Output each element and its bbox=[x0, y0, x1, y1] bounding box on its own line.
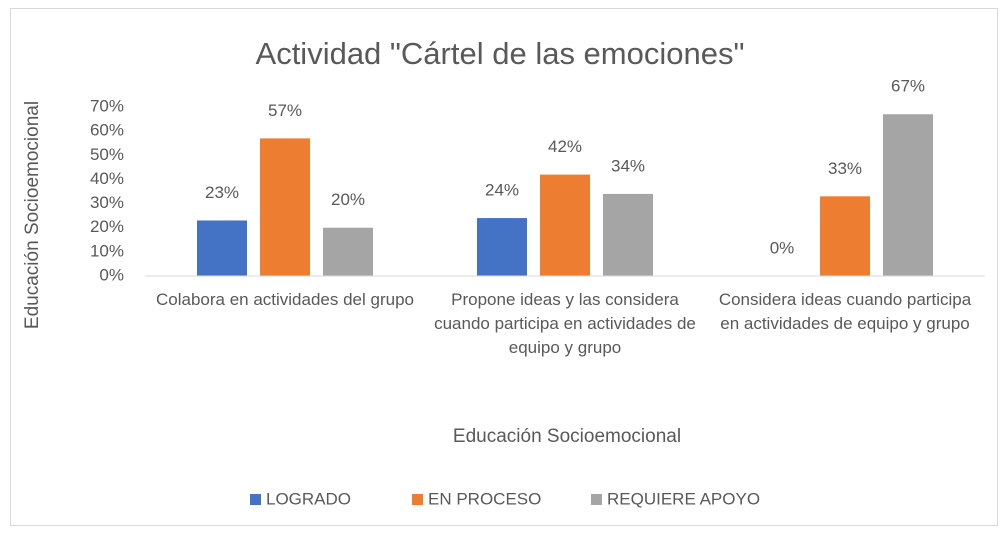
y-tick-label: 30% bbox=[90, 193, 124, 212]
legend-label: REQUIERE APOYO bbox=[607, 489, 760, 508]
bar bbox=[540, 174, 590, 276]
legend-label: LOGRADO bbox=[266, 489, 351, 508]
x-tick-label: Colabora en actividades del grupo bbox=[155, 290, 414, 309]
y-tick-label: 70% bbox=[90, 96, 124, 115]
bar bbox=[323, 227, 373, 276]
data-label: 57% bbox=[268, 101, 302, 120]
data-label: 24% bbox=[485, 181, 519, 200]
y-tick-label: 0% bbox=[99, 265, 124, 284]
data-label: 42% bbox=[548, 137, 582, 156]
data-label: 20% bbox=[331, 190, 365, 209]
chart-title: Actividad "Cártel de las emociones" bbox=[256, 36, 745, 71]
x-tick-label: Considera ideas cuando participa en acti… bbox=[718, 290, 972, 333]
bar bbox=[260, 138, 310, 276]
data-label: 33% bbox=[828, 159, 862, 178]
data-label: 23% bbox=[205, 183, 239, 202]
data-label: 34% bbox=[611, 156, 645, 175]
legend-swatch bbox=[412, 494, 423, 505]
x-axis-title: Educación Socioemocional bbox=[453, 426, 681, 447]
bar bbox=[477, 218, 527, 276]
legend-swatch bbox=[250, 494, 261, 505]
legend-label: EN PROCESO bbox=[428, 489, 541, 508]
y-tick-label: 50% bbox=[90, 145, 124, 164]
y-tick-label: 10% bbox=[90, 241, 124, 260]
bar bbox=[883, 114, 933, 276]
bar bbox=[603, 193, 653, 276]
x-tick-label: Propone ideas y las considera cuando par… bbox=[434, 290, 696, 357]
y-tick-label: 40% bbox=[90, 169, 124, 188]
bar bbox=[820, 196, 870, 276]
y-tick-label: 20% bbox=[90, 217, 124, 236]
data-label: 0% bbox=[770, 238, 795, 257]
y-axis-title: Educación Socioemocional bbox=[22, 101, 43, 329]
bar bbox=[197, 220, 247, 276]
y-tick-label: 60% bbox=[90, 121, 124, 140]
legend-swatch bbox=[591, 494, 602, 505]
data-label: 67% bbox=[891, 77, 925, 96]
